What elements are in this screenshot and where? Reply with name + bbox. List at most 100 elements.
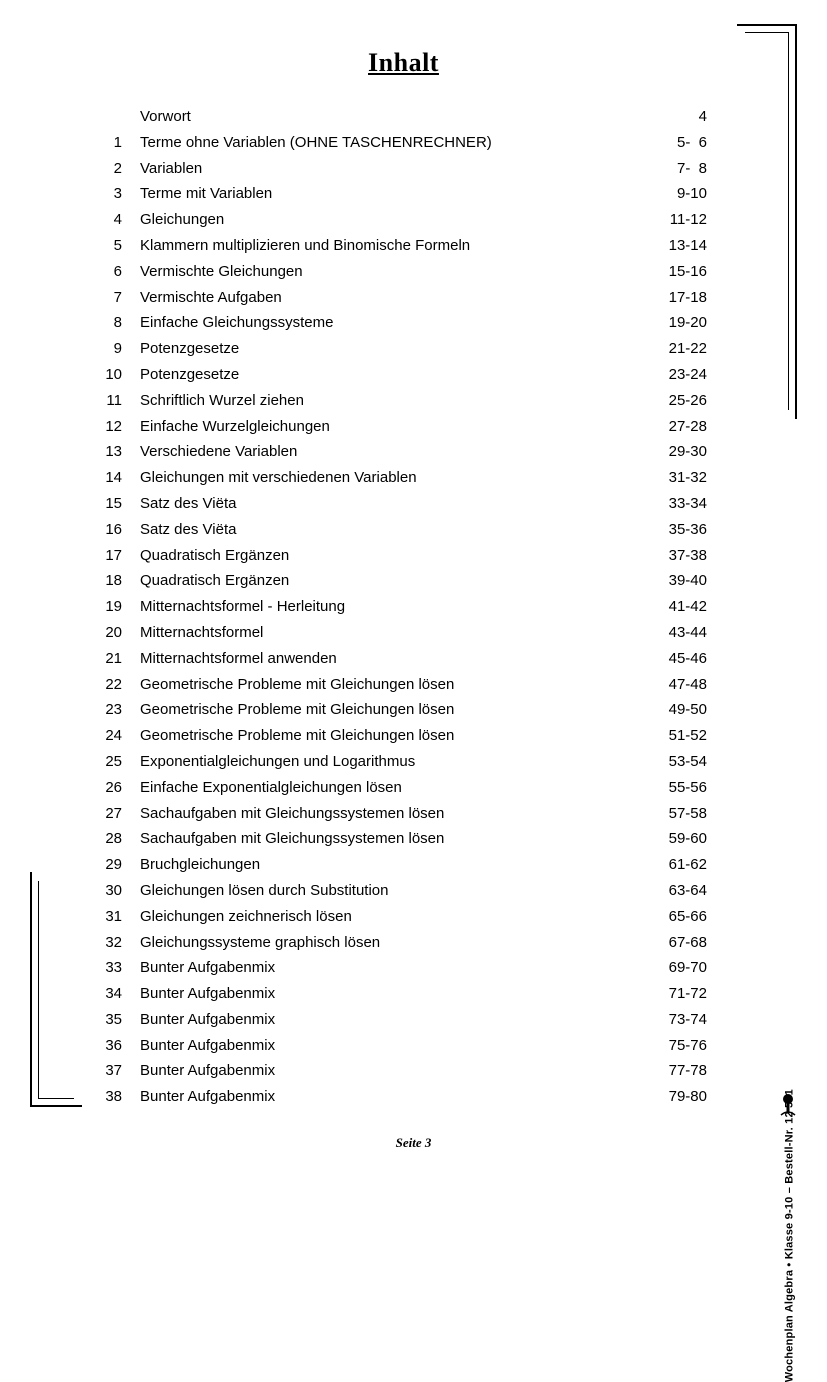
- toc-row: 6Vermischte Gleichungen15-16: [100, 259, 707, 285]
- toc-row-pages: 77-78: [637, 1058, 707, 1084]
- toc-row: 27Sachaufgaben mit Gleichungssystemen lö…: [100, 801, 707, 827]
- toc-row: 2Variablen7- 8: [100, 156, 707, 182]
- toc-row-pages: 53-54: [637, 749, 707, 775]
- toc-row-pages: 29-30: [637, 439, 707, 465]
- toc-row-title: Quadratisch Ergänzen: [140, 543, 637, 569]
- toc-row-pages: 69-70: [637, 955, 707, 981]
- toc-row-pages: 47-48: [637, 672, 707, 698]
- toc-row: 15Satz des Viëta33-34: [100, 491, 707, 517]
- toc-row-number: 13: [100, 439, 140, 465]
- toc-row-pages: 33-34: [637, 491, 707, 517]
- toc-row-pages: 23-24: [637, 362, 707, 388]
- toc-row: 4Gleichungen11-12: [100, 207, 707, 233]
- toc-row: 33Bunter Aufgabenmix69-70: [100, 955, 707, 981]
- toc-row-title: Satz des Viëta: [140, 517, 637, 543]
- toc-row-pages: 55-56: [637, 775, 707, 801]
- toc-row-title: Geometrische Probleme mit Gleichungen lö…: [140, 723, 637, 749]
- toc-row-pages: 5- 6: [637, 130, 707, 156]
- toc-row: 12Einfache Wurzelgleichungen27-28: [100, 414, 707, 440]
- toc-row-pages: 65-66: [637, 904, 707, 930]
- toc-row-pages: 73-74: [637, 1007, 707, 1033]
- toc-row-title: Einfache Gleichungssysteme: [140, 310, 637, 336]
- toc-row-pages: 43-44: [637, 620, 707, 646]
- toc-row-title: Mitternachtsformel anwenden: [140, 646, 637, 672]
- toc-row-pages: 59-60: [637, 826, 707, 852]
- toc-row-number: 21: [100, 646, 140, 672]
- toc-row-pages: 17-18: [637, 285, 707, 311]
- toc-row: 26Einfache Exponentialgleichungen lösen5…: [100, 775, 707, 801]
- toc-row-title: Exponentialgleichungen und Logarithmus: [140, 749, 637, 775]
- toc-row: 8Einfache Gleichungssysteme19-20: [100, 310, 707, 336]
- toc-row-title: Potenzgesetze: [140, 362, 637, 388]
- toc-row-number: 18: [100, 568, 140, 594]
- toc-row-title: Klammern multiplizieren und Binomische F…: [140, 233, 637, 259]
- toc-row-pages: 31-32: [637, 465, 707, 491]
- toc-row-number: 17: [100, 543, 140, 569]
- toc-row-number: 8: [100, 310, 140, 336]
- toc-row-pages: 49-50: [637, 697, 707, 723]
- toc-row-title: Mitternachtsformel - Herleitung: [140, 594, 637, 620]
- toc-row-number: 12: [100, 414, 140, 440]
- toc-row-number: 3: [100, 181, 140, 207]
- toc-row-pages: 45-46: [637, 646, 707, 672]
- toc-row: 1Terme ohne Variablen (OHNE TASCHENRECHN…: [100, 130, 707, 156]
- toc-row-number: 19: [100, 594, 140, 620]
- toc-row-title: Bunter Aufgabenmix: [140, 981, 637, 1007]
- page-container: Inhalt Vorwort41Terme ohne Variablen (OH…: [0, 0, 827, 1169]
- toc-row-pages: 39-40: [637, 568, 707, 594]
- toc-row-title: Bruchgleichungen: [140, 852, 637, 878]
- toc-row-pages: 15-16: [637, 259, 707, 285]
- toc-row-number: 36: [100, 1033, 140, 1059]
- toc-row-number: 33: [100, 955, 140, 981]
- toc-row-number: 38: [100, 1084, 140, 1110]
- toc-row: 37Bunter Aufgabenmix77-78: [100, 1058, 707, 1084]
- table-of-contents: Vorwort41Terme ohne Variablen (OHNE TASC…: [100, 104, 707, 1110]
- toc-row: 7Vermischte Aufgaben17-18: [100, 285, 707, 311]
- toc-row-number: 32: [100, 930, 140, 956]
- toc-row-number: 7: [100, 285, 140, 311]
- toc-row: 10Potenzgesetze23-24: [100, 362, 707, 388]
- toc-row-title: Bunter Aufgabenmix: [140, 1058, 637, 1084]
- toc-row: 32Gleichungssysteme graphisch lösen67-68: [100, 930, 707, 956]
- toc-row: 34Bunter Aufgabenmix71-72: [100, 981, 707, 1007]
- toc-row: 25Exponentialgleichungen und Logarithmus…: [100, 749, 707, 775]
- toc-row: 14Gleichungen mit verschiedenen Variable…: [100, 465, 707, 491]
- toc-row-title: Terme ohne Variablen (OHNE TASCHENRECHNE…: [140, 130, 637, 156]
- toc-row-title: Mitternachtsformel: [140, 620, 637, 646]
- toc-row-number: 28: [100, 826, 140, 852]
- toc-row-title: Gleichungen: [140, 207, 637, 233]
- toc-row: 20Mitternachtsformel43-44: [100, 620, 707, 646]
- toc-row-number: 4: [100, 207, 140, 233]
- toc-row-title: Einfache Wurzelgleichungen: [140, 414, 637, 440]
- toc-row: 23Geometrische Probleme mit Gleichungen …: [100, 697, 707, 723]
- toc-row-title: Gleichungssysteme graphisch lösen: [140, 930, 637, 956]
- toc-row-number: 22: [100, 672, 140, 698]
- toc-row-pages: 19-20: [637, 310, 707, 336]
- toc-row: 3Terme mit Variablen9-10: [100, 181, 707, 207]
- page-title: Inhalt: [100, 48, 707, 78]
- toc-row-number: 15: [100, 491, 140, 517]
- toc-row-title: Verschiedene Variablen: [140, 439, 637, 465]
- toc-row-number: 10: [100, 362, 140, 388]
- toc-row: 31Gleichungen zeichnerisch lösen65-66: [100, 904, 707, 930]
- toc-row-pages: 27-28: [637, 414, 707, 440]
- toc-row-title: Einfache Exponentialgleichungen lösen: [140, 775, 637, 801]
- toc-row-number: 35: [100, 1007, 140, 1033]
- page-footer: Seite 3: [0, 1135, 827, 1151]
- toc-row: 24Geometrische Probleme mit Gleichungen …: [100, 723, 707, 749]
- toc-row-number: 9: [100, 336, 140, 362]
- toc-row-title: Bunter Aufgabenmix: [140, 1033, 637, 1059]
- toc-row-pages: 67-68: [637, 930, 707, 956]
- toc-row: 5Klammern multiplizieren und Binomische …: [100, 233, 707, 259]
- toc-row-pages: 41-42: [637, 594, 707, 620]
- toc-row-number: 31: [100, 904, 140, 930]
- toc-row: 36Bunter Aufgabenmix75-76: [100, 1033, 707, 1059]
- toc-row-number: 27: [100, 801, 140, 827]
- toc-row-number: 26: [100, 775, 140, 801]
- corner-frame-bottom-left: [30, 867, 90, 1107]
- toc-row-number: 11: [100, 388, 140, 414]
- toc-row-title: Bunter Aufgabenmix: [140, 1084, 637, 1110]
- toc-row-number: 5: [100, 233, 140, 259]
- toc-row: 30Gleichungen lösen durch Substitution63…: [100, 878, 707, 904]
- toc-row-number: 1: [100, 130, 140, 156]
